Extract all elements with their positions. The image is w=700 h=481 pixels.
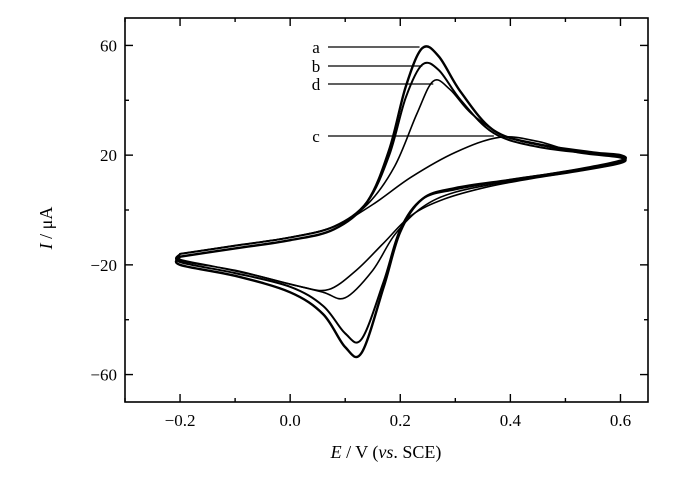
y-tick-label: 20 (100, 146, 117, 165)
series-c-curve (176, 136, 627, 292)
series-a-curve (174, 45, 627, 359)
annotation-label-a: a (312, 38, 320, 57)
series-annotations: abd c (312, 38, 494, 146)
annotation-label-d: d (312, 75, 321, 94)
x-tick-label: 0.2 (390, 411, 411, 430)
axis-ticks (124, 18, 648, 402)
x-tick-label: −0.2 (165, 411, 196, 430)
axis-tick-labels: −0.2 0.0 0.2 0.4 0.6 −60 −20 20 60 (90, 36, 631, 430)
annotation-label-b: b (312, 57, 321, 76)
y-tick-label: −60 (90, 366, 117, 385)
x-tick-label: 0.4 (500, 411, 522, 430)
x-axis-label: E / V (vs. SCE) (330, 442, 442, 463)
x-tick-label: 0.0 (280, 411, 301, 430)
y-axis-label: I / μA (36, 207, 56, 251)
y-tick-label: −20 (90, 256, 117, 275)
plot-frame (124, 17, 649, 403)
x-tick-label: 0.6 (610, 411, 631, 430)
series-curves (174, 45, 627, 359)
y-tick-label: 60 (100, 36, 117, 55)
annotation-label-c: c (312, 127, 320, 146)
series-d-curve (175, 79, 627, 300)
